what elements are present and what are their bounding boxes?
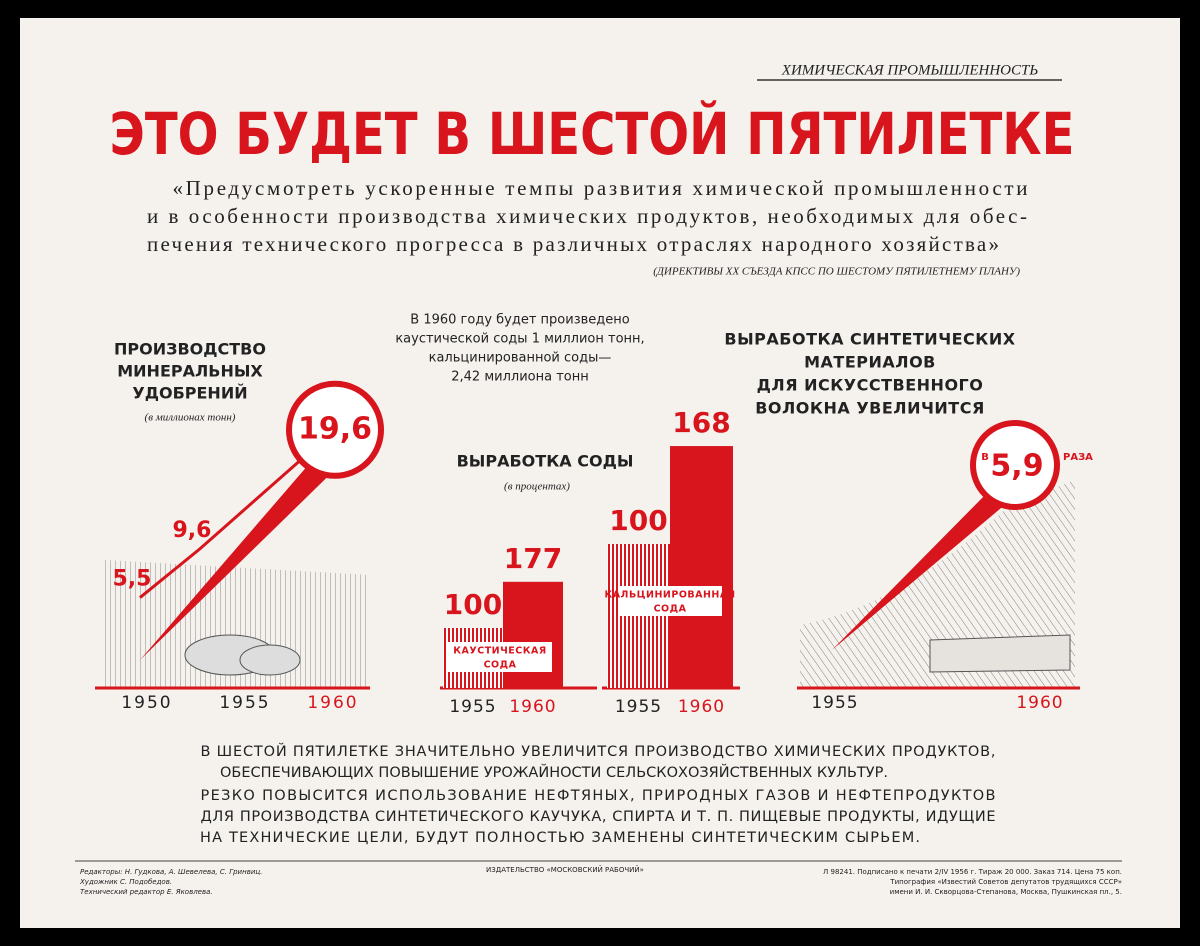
series-label-box <box>618 586 722 616</box>
chart-title: УДОБРЕНИЙ <box>132 384 247 403</box>
body-line: В ШЕСТОЙ ПЯТИЛЕТКЕ ЗНАЧИТЕЛЬНО УВЕЛИЧИТС… <box>201 742 996 760</box>
series-label: КАУСТИЧЕСКАЯ <box>453 646 546 657</box>
chart-title: ВЫРАБОТКА СОДЫ <box>457 452 634 471</box>
annotation: кальцинированной соды— <box>429 351 612 366</box>
footer-left: Технический редактор Е. Яковлева. <box>80 888 213 896</box>
chart-title: МИНЕРАЛЬНЫХ <box>117 362 263 381</box>
chart-title: ВЫРАБОТКА СИНТЕТИЧЕСКИХ <box>724 330 1015 349</box>
quote-line: печения технического прогресса в различн… <box>147 232 999 256</box>
annotation: В 1960 году будет произведено <box>410 313 629 328</box>
series-label: СОДА <box>654 604 687 615</box>
x-tick-label: 1960 <box>1016 693 1063 713</box>
x-tick-label: 1955 <box>219 693 270 713</box>
fiber-illustration <box>800 480 1075 688</box>
annotation: каустической соды 1 миллион тонн, <box>395 332 644 347</box>
x-tick-label: 1955 <box>615 697 662 717</box>
wedge <box>832 490 1007 650</box>
value-label: 100 <box>444 588 502 621</box>
footer-right: имени И. И. Скворцова-Степанова, Москва,… <box>890 888 1122 896</box>
x-tick-label: 1955 <box>449 697 496 717</box>
footer-left: Художник С. Подобедов. <box>79 878 172 886</box>
prefix: В <box>981 452 989 463</box>
body-line: НА ТЕХНИЧЕСКИЕ ЦЕЛИ, БУДУТ ПОЛНОСТЬЮ ЗАМ… <box>200 830 920 846</box>
value-bubble <box>970 420 1060 510</box>
footer-left: Редакторы: Н. Гудкова, А. Шевелева, С. Г… <box>80 868 262 876</box>
value-label: 9,6 <box>173 518 212 543</box>
quote-line: и в особенности производства химических … <box>147 204 1027 228</box>
bar <box>670 446 733 688</box>
trend-line <box>139 428 336 599</box>
chart-subtitle: (в процентах) <box>504 481 570 493</box>
wedge <box>140 454 345 660</box>
series-label-box <box>448 642 552 672</box>
value-bubble <box>286 380 384 479</box>
value-label: 177 <box>504 542 562 575</box>
chart-title: ДЛЯ ИСКУССТВЕННОГО <box>757 376 984 395</box>
value-label: 100 <box>609 504 667 537</box>
x-tick-label: 1960 <box>509 697 556 717</box>
suffix: РАЗА <box>1063 452 1093 463</box>
footer-right: Л 98241. Подписано к печати 2/IV 1956 г.… <box>823 868 1122 876</box>
x-tick-label: 1955 <box>811 693 858 713</box>
title: ЭТО БУДЕТ В ШЕСТОЙ ПЯТИЛЕТКЕ <box>110 99 1075 168</box>
body-text: В ШЕСТОЙ ПЯТИЛЕТКЕ ЗНАЧИТЕЛЬНО УВЕЛИЧИТС… <box>200 742 996 846</box>
field-illustration <box>105 560 370 688</box>
chart-title: ПРОИЗВОДСТВО <box>114 340 266 359</box>
value-label: 5,5 <box>113 567 152 592</box>
x-tick-label: 1960 <box>307 693 358 713</box>
body-line: ОБЕСПЕЧИВАЮЩИХ ПОВЫШЕНИЕ УРОЖАЙНОСТИ СЕЛ… <box>220 763 888 781</box>
annotation: 2,42 миллиона тонн <box>451 370 588 385</box>
quote-line: «Предусмотреть ускоренные темпы развития… <box>173 176 1028 200</box>
series-label: СОДА <box>484 660 517 671</box>
x-tick-label: 1960 <box>678 697 725 717</box>
series-label: КАЛЬЦИНИРОВАННАЯ <box>604 590 735 601</box>
value-label: 5,9 <box>990 449 1043 484</box>
body-line: РЕЗКО ПОВЫСИТСЯ ИСПОЛЬЗОВАНИЕ НЕФТЯНЫХ, … <box>201 788 996 804</box>
footer-right: Типография «Известий Советов депутатов т… <box>889 878 1122 886</box>
chart-title: МАТЕРИАЛОВ <box>804 353 936 372</box>
chart-subtitle: (в миллионах тонн) <box>145 412 236 424</box>
body-line: ДЛЯ ПРОИЗВОДСТВА СИНТЕТИЧЕСКОГО КАУЧУКА,… <box>201 809 996 825</box>
value-label: 168 <box>672 406 730 439</box>
quote-source: (ДИРЕКТИВЫ ХХ СЪЕЗДА КПСС ПО ШЕСТОМУ ПЯТ… <box>653 266 1020 278</box>
footer-center: ИЗДАТЕЛЬСТВО «МОСКОВСКИЙ РАБОЧИЙ» <box>486 865 644 874</box>
x-tick-label: 1950 <box>121 693 172 713</box>
chart-title: ВОЛОКНА УВЕЛИЧИТСЯ <box>755 399 985 418</box>
rubric: ХИМИЧЕСКАЯ ПРОМЫШЛЕННОСТЬ <box>781 62 1039 78</box>
bar <box>503 581 563 688</box>
value-label: 19,6 <box>298 411 372 446</box>
